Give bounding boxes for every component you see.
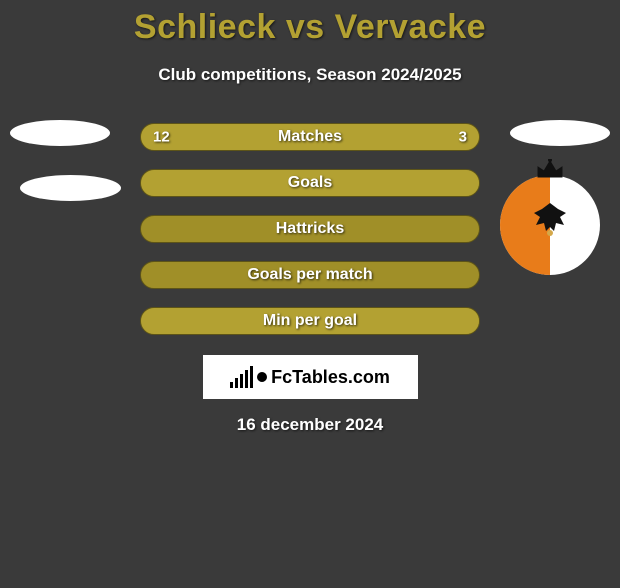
- stat-label: Goals: [141, 174, 479, 192]
- stat-row-goals: Goals: [140, 169, 480, 197]
- page-title: Schlieck vs Vervacke: [0, 8, 620, 47]
- subtitle: Club competitions, Season 2024/2025: [0, 65, 620, 85]
- fctables-logo: FcTables.com: [230, 366, 390, 388]
- logo-bars-icon: [230, 366, 253, 388]
- footer-date: 16 december 2024: [0, 415, 620, 435]
- stat-label: Min per goal: [141, 312, 479, 330]
- crown-icon: [536, 159, 564, 179]
- stat-row-hattricks: Hattricks: [140, 215, 480, 243]
- stat-row-min-per-goal: Min per goal: [140, 307, 480, 335]
- logo-ball-icon: [257, 372, 267, 382]
- club-badge-right: [500, 175, 600, 275]
- footer-logo-box: FcTables.com: [203, 355, 418, 399]
- stat-row-goals-per-match: Goals per match: [140, 261, 480, 289]
- player-left-marker-top: [10, 120, 110, 146]
- stat-label: Hattricks: [141, 220, 479, 238]
- stat-row-matches: 12 Matches 3: [140, 123, 480, 151]
- stat-label: Goals per match: [141, 266, 479, 284]
- eagle-icon: [530, 199, 570, 239]
- stat-bars: 12 Matches 3 Goals Hattricks Goals per m…: [140, 123, 480, 335]
- player-left-marker-bottom: [20, 175, 121, 201]
- stat-label: Matches: [141, 128, 479, 146]
- footer-logo-text: FcTables.com: [271, 367, 390, 388]
- stat-value-right: 3: [459, 129, 467, 146]
- player-right-marker-top: [510, 120, 610, 146]
- comparison-panel: 12 Matches 3 Goals Hattricks Goals per m…: [0, 123, 620, 343]
